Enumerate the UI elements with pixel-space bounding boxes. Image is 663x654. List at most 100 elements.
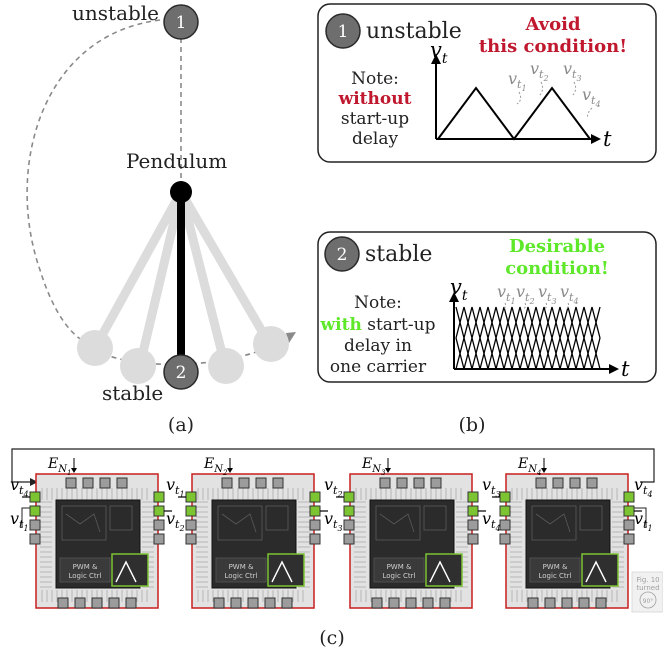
pwm-block [373, 557, 425, 583]
logic-ctrl-label: Logic Ctrl [539, 572, 572, 580]
top-pad [238, 477, 250, 489]
left-pad [499, 519, 511, 531]
unstable-label: unstable [72, 1, 159, 25]
box2-axis-x: t [621, 357, 630, 381]
box1-warning-line1: Avoid [524, 14, 581, 35]
corner-note-line2: turned [636, 584, 659, 592]
box2-carrier-3 [455, 306, 601, 370]
box2-carrier-labels: vt1 vt2 vt3 vt4 [497, 282, 579, 306]
box2-carrier-waves [455, 306, 601, 370]
right-signal-pad [153, 505, 165, 517]
box2-carrier-4 [455, 306, 601, 370]
right-signal-pad [467, 505, 479, 517]
right-pad [309, 519, 321, 531]
chip-circuit [531, 505, 603, 541]
bottom-pad [422, 597, 434, 609]
board-pin-field [196, 488, 310, 602]
pwm-label: PWM & [387, 563, 412, 571]
pwm-block [59, 557, 111, 583]
right-pad [623, 519, 635, 531]
rotate-icon [639, 591, 657, 609]
logic-ctrl-label: Logic Ctrl [383, 572, 416, 580]
pwm-block [529, 557, 581, 583]
bottom-pad [388, 597, 400, 609]
logic-ctrl-label: Logic Ctrl [69, 572, 102, 580]
left-signal-pad [499, 505, 511, 517]
right-signal-pad [467, 491, 479, 503]
chip-circuit [61, 505, 133, 541]
panel-b-box-stable: 2 stable Desirable condition! Note: with… [317, 231, 657, 383]
box2-note-label: Note: [354, 293, 402, 313]
carrier-triangle-icon [271, 560, 293, 583]
pwm-label: PWM & [229, 563, 254, 571]
left-pad [343, 533, 355, 545]
signal-label-23-bottom: vt3 [324, 509, 343, 533]
bottom-pad [281, 597, 293, 609]
bottom-pad [405, 597, 417, 609]
outer-loop-arrow [30, 478, 38, 486]
signal-label-right-top: vt4 [634, 475, 653, 499]
right-pad [153, 519, 165, 531]
box2-note-line2: delay in [344, 336, 412, 356]
box2-axis-y: vt [450, 275, 468, 304]
signal-label-right-bottom: vt1 [634, 509, 653, 533]
box1-label-vt2: vt2 [530, 59, 549, 83]
caption-c: (c) [319, 627, 344, 649]
controller-board-1: PWM &Logic Ctrl EN1 [22, 456, 172, 609]
left-pad [29, 533, 41, 545]
box2-good-line2: condition! [505, 258, 609, 279]
signal-label-left-bottom: vt1 [10, 509, 29, 533]
bottom-pad [125, 597, 137, 609]
bottom-pad [578, 597, 590, 609]
top-pad [569, 477, 581, 489]
box2-x-axis-arrow [609, 364, 619, 374]
right-pad [623, 533, 635, 545]
left-signal-pad [343, 505, 355, 517]
left-pad [29, 519, 41, 531]
chip-circuit [375, 505, 447, 541]
right-pad [467, 519, 479, 531]
top-pad [116, 477, 128, 489]
box1-axis-y: vt [430, 38, 448, 67]
right-signal-pad [309, 491, 321, 503]
enable-label: EN2 [203, 456, 228, 477]
right-signal-pad [623, 491, 635, 503]
enable-label: EN1 [47, 456, 71, 477]
caption-b: (b) [459, 414, 486, 436]
signal-label-34-top: vt3 [482, 475, 501, 499]
enable-label: EN3 [361, 456, 386, 477]
enable-arrow-head [227, 468, 233, 473]
left-signal-pad [343, 491, 355, 503]
box2-good-line1: Desirable [509, 236, 605, 257]
right-signal-pad [153, 491, 165, 503]
box1-carrier-wave [437, 86, 591, 141]
top-pad [379, 477, 391, 489]
signal-label-12-bottom: vt2 [166, 509, 185, 533]
box1-label-vt3: vt3 [563, 59, 582, 83]
bottom-pad [595, 597, 607, 609]
box2-note-line1: with start-up [320, 315, 436, 335]
enable-arrow-head [541, 468, 547, 473]
left-pad [343, 519, 355, 531]
caption-a: (a) [168, 414, 194, 436]
signal-label-34-bottom: vt4 [482, 509, 501, 533]
bottom-pad [561, 597, 573, 609]
signal-labels: vt4 vt1 vt1 vt2 vt2 vt3 vt3 vt4 vt4 vt1 [10, 475, 653, 533]
corner-note-line1: Fig. 10 [636, 576, 659, 584]
pwm-label: PWM & [73, 563, 98, 571]
box1-label-vt4: vt4 [582, 85, 601, 109]
left-signal-pad [185, 491, 197, 503]
bottom-pad [230, 597, 242, 609]
top-pad [430, 477, 442, 489]
box2-number: 2 [337, 245, 348, 265]
marker-1-number: 1 [176, 13, 187, 33]
box2-number-circle [324, 236, 360, 272]
bottom-pad [439, 597, 451, 609]
bottom-pad [544, 597, 556, 609]
box2-y-axis-arrow [449, 292, 459, 302]
top-pad [99, 477, 111, 489]
top-pad [586, 477, 598, 489]
right-pad [309, 533, 321, 545]
box1-note-highlight: without [338, 89, 412, 109]
